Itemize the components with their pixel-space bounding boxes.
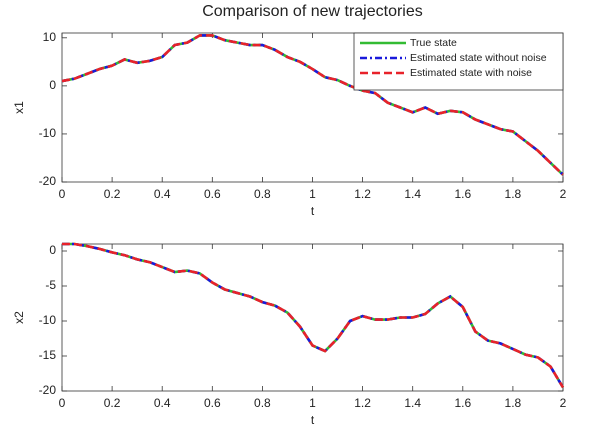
x-tick-label: 1.4 (404, 187, 421, 201)
legend-label: Estimated state without noise (410, 52, 547, 64)
series-line (61, 34, 564, 176)
x-tick-label: 0.4 (154, 396, 171, 410)
legend-label: True state (410, 37, 457, 49)
x-tick-label: 0.2 (104, 187, 121, 201)
x-tick-label: 1 (309, 187, 316, 201)
chart-title: Comparison of new trajectories (202, 3, 423, 20)
x-tick-label: 1.2 (354, 396, 371, 410)
x-tick-label: 1.6 (454, 187, 471, 201)
x-tick-label: 1.4 (404, 396, 421, 410)
legend-label: Estimated state with noise (410, 67, 532, 79)
y-tick-label: 0 (49, 243, 56, 257)
x-tick-label: 0.6 (204, 187, 221, 201)
x-tick-label: 0 (59, 396, 66, 410)
x-tick-label: 1.6 (454, 396, 471, 410)
y-tick-label: -5 (45, 278, 56, 292)
y-tick-label: -20 (39, 174, 57, 188)
y-tick-label: -20 (39, 383, 57, 397)
x-tick-label: 0.8 (254, 187, 271, 201)
x-axis-label: t (311, 413, 315, 427)
x-tick-label: 0.2 (104, 396, 121, 410)
x-tick-label: 0.8 (254, 396, 271, 410)
x-tick-label: 1.2 (354, 187, 371, 201)
y-tick-label: 0 (49, 78, 56, 92)
x-axis-label: t (311, 204, 315, 218)
x-tick-label: 2 (560, 396, 567, 410)
x-tick-label: 2 (560, 187, 567, 201)
y-axis-label: x1 (12, 101, 26, 114)
x-tick-label: 1.8 (505, 187, 522, 201)
y-tick-label: -10 (39, 126, 57, 140)
x-tick-label: 0.6 (204, 396, 221, 410)
plot-area (61, 243, 564, 392)
y-tick-label: -10 (39, 313, 57, 327)
y-tick-label: 10 (43, 30, 57, 44)
x-tick-label: 0.4 (154, 187, 171, 201)
series-line (62, 242, 565, 389)
x-tick-label: 1.8 (505, 396, 522, 410)
y-axis-label: x2 (12, 311, 26, 324)
y-tick-label: -15 (39, 348, 57, 362)
x-tick-label: 0 (59, 187, 66, 201)
x-tick-label: 1 (309, 396, 316, 410)
